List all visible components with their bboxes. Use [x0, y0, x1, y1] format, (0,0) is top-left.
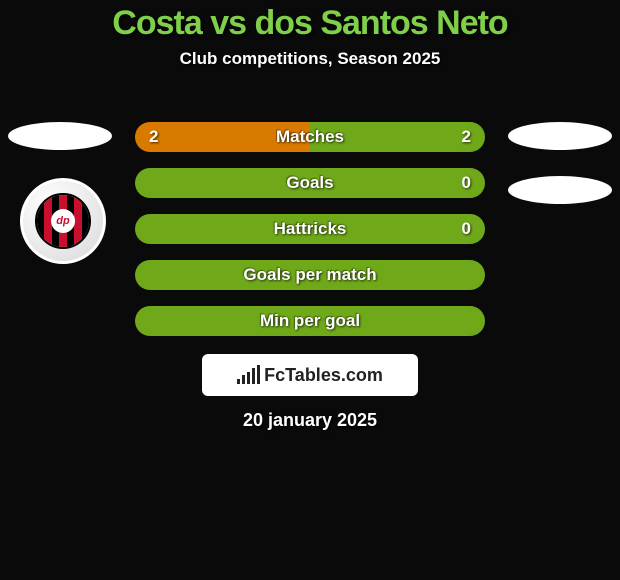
- stat-bar-value-right: 2: [462, 127, 471, 147]
- bar-chart-icon: [237, 366, 260, 384]
- stat-bar-label: Goals per match: [135, 265, 485, 285]
- page-title: Costa vs dos Santos Neto: [0, 0, 620, 43]
- stat-bar: Goals0: [135, 168, 485, 198]
- player-right-oval-1: [508, 122, 612, 150]
- stat-bar-label: Hattricks: [135, 219, 485, 239]
- stat-bar-value-left: 2: [149, 127, 158, 147]
- stat-bar-value-right: 0: [462, 173, 471, 193]
- stat-bar-label: Min per goal: [135, 311, 485, 331]
- brand-text: FcTables.com: [264, 365, 383, 386]
- stat-bar: Min per goal: [135, 306, 485, 336]
- comparison-bars: Matches22Goals0Hattricks0Goals per match…: [135, 122, 485, 352]
- stat-bar-value-right: 0: [462, 219, 471, 239]
- club-crest-monogram: dp: [51, 209, 75, 233]
- subtitle: Club competitions, Season 2025: [0, 49, 620, 69]
- stat-bar: Matches2 2: [135, 122, 485, 152]
- club-badge-left: dp: [20, 178, 106, 264]
- stat-bar-label: Matches: [135, 127, 485, 147]
- brand-box: FcTables.com: [202, 354, 418, 396]
- club-crest-icon: dp: [35, 193, 91, 249]
- stat-bar: Goals per match: [135, 260, 485, 290]
- stat-bar-label: Goals: [135, 173, 485, 193]
- stat-bar: Hattricks0: [135, 214, 485, 244]
- player-left-oval: [8, 122, 112, 150]
- date-text: 20 january 2025: [243, 410, 377, 431]
- player-right-oval-2: [508, 176, 612, 204]
